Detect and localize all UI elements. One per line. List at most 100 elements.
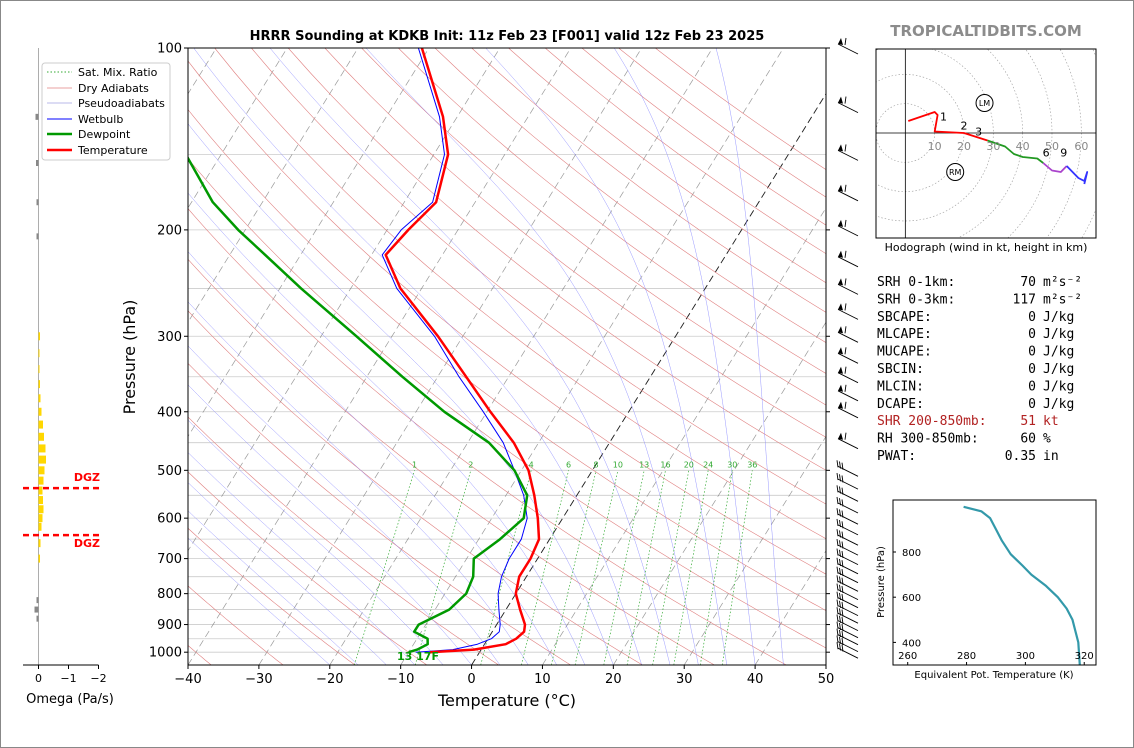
mixing-ratio-label: 1 — [412, 460, 417, 469]
omega-bar — [38, 365, 40, 374]
wind-barb — [837, 326, 859, 343]
index-value: 0 — [1028, 397, 1036, 412]
index-label: SBCIN: — [877, 362, 924, 377]
pressure-tick-label: 900 — [157, 618, 182, 633]
wind-barb-flag — [836, 583, 839, 591]
wind-barb-flag — [841, 487, 844, 495]
wind-barb-column — [836, 37, 859, 659]
wind-barb-flag — [836, 575, 839, 583]
wind-barb-staff — [837, 589, 859, 601]
index-label: SRH 0-3km: — [877, 292, 955, 307]
temperature-tick-label: −10 — [387, 672, 414, 687]
wind-barb-flag — [844, 432, 847, 440]
temperature-tick-label: 10 — [534, 672, 551, 687]
wind-barb-flag — [841, 569, 844, 577]
dgz-label-upper: DGZ — [74, 471, 100, 484]
wind-barb-flag — [836, 518, 839, 526]
wind-barb-flag — [841, 585, 844, 594]
index-value: 0 — [1028, 327, 1036, 342]
theta-e-trace — [963, 505, 1081, 665]
wind-barb-staff — [837, 43, 859, 55]
temperature-tick-label: 0 — [467, 672, 475, 687]
wind-barb-flag — [839, 608, 841, 616]
temperature-trace — [384, 48, 541, 654]
hodograph-ring-label: 30 — [986, 140, 1000, 153]
wind-barb-staff — [837, 190, 859, 202]
omega-bar — [38, 444, 46, 453]
theta-y-tick-label: 400 — [902, 638, 921, 649]
site-label: TROPICALTIDBITS.COM — [890, 22, 1082, 40]
wind-barb-flag — [839, 584, 841, 592]
dry-adiabat — [398, 48, 826, 374]
wind-barb-flag — [839, 461, 841, 469]
wind-barb-flag — [844, 144, 847, 152]
moist-adiabat — [188, 452, 415, 665]
hodograph-caption: Hodograph (wind in kt, height in km) — [885, 241, 1088, 254]
omega-bar — [35, 113, 39, 120]
wind-barb-staff — [837, 102, 859, 114]
wind-barb-flag — [836, 614, 839, 622]
dry-adiabat — [188, 208, 787, 665]
index-value: 0.35 — [1005, 449, 1036, 464]
wind-barb-staff — [837, 605, 859, 617]
wind-barb — [836, 529, 859, 546]
wind-barb-pennant — [838, 401, 843, 409]
wind-barb-flag — [841, 560, 844, 568]
wind-barb-flag — [841, 531, 844, 539]
wind-barb-flag — [844, 366, 847, 374]
wind-barb-flag — [844, 347, 847, 355]
skewt-grid — [188, 48, 826, 665]
theta-y-tick-label: 600 — [902, 593, 921, 604]
storm-motion-label: LM — [979, 99, 990, 108]
mixing-ratio-labels: 1 2 4 6 8 10 13 16 20 24 30 36 — [412, 460, 757, 469]
hodograph-ring-label: 10 — [928, 140, 942, 153]
storm-motion-marker — [975, 94, 994, 112]
wind-barb-staff — [837, 372, 859, 384]
wind-barb-staff — [837, 502, 859, 514]
wind-barb-flag — [841, 541, 844, 549]
wind-barb — [836, 460, 859, 477]
hodograph-trace — [1042, 162, 1068, 173]
hodograph-height-label: 2 — [961, 120, 968, 133]
hodograph-trace — [908, 111, 965, 134]
moist-adiabat — [188, 251, 557, 665]
wind-barb — [836, 566, 859, 584]
wind-barb-staff — [837, 627, 859, 639]
wind-barb-staff — [837, 524, 859, 536]
wind-barb-flag — [839, 567, 841, 575]
mixing-ratio-line — [603, 470, 645, 665]
wind-barb-staff — [837, 641, 859, 653]
storm-motion-marker — [946, 163, 965, 181]
wind-barb-flag — [844, 250, 847, 258]
wind-barb-flag — [836, 473, 839, 481]
omega-bar — [38, 380, 40, 389]
pressure-tick-label: 600 — [157, 512, 182, 527]
wind-barb-flag — [839, 520, 841, 528]
moist-adiabat — [269, 48, 671, 665]
omega-bar — [38, 476, 44, 485]
wind-barb — [836, 599, 859, 617]
index-unit: m²s⁻² — [1043, 292, 1082, 307]
mixing-ratio-line — [673, 470, 709, 665]
wind-barb — [837, 250, 859, 268]
wind-barb-flag — [836, 642, 839, 650]
wind-barb — [837, 432, 859, 450]
wind-barb-flag — [841, 644, 844, 652]
index-unit: m²s⁻² — [1043, 275, 1082, 290]
wind-barb-flag — [844, 303, 847, 311]
skewt-xlabel: Temperature (°C) — [437, 691, 576, 710]
wind-barb-staff — [837, 647, 859, 659]
hodograph-labels: 10 20 30 40 50 60 1 2 3 6 9 LM RM — [928, 94, 1088, 181]
wind-barb-flag — [839, 540, 841, 548]
pressure-tick-label: 100 — [157, 42, 182, 57]
dry-adiabat — [188, 158, 826, 649]
mixing-ratio-label: 24 — [703, 460, 713, 469]
index-value: 70 — [1020, 275, 1036, 290]
wind-barb-flag — [844, 278, 847, 286]
index-unit: kt — [1043, 414, 1059, 429]
skewt-ylabel: Pressure (hPa) — [120, 300, 139, 415]
wind-barb-flag — [836, 557, 839, 565]
wind-barb-staff — [837, 438, 859, 450]
index-label: MLCIN: — [877, 379, 924, 394]
